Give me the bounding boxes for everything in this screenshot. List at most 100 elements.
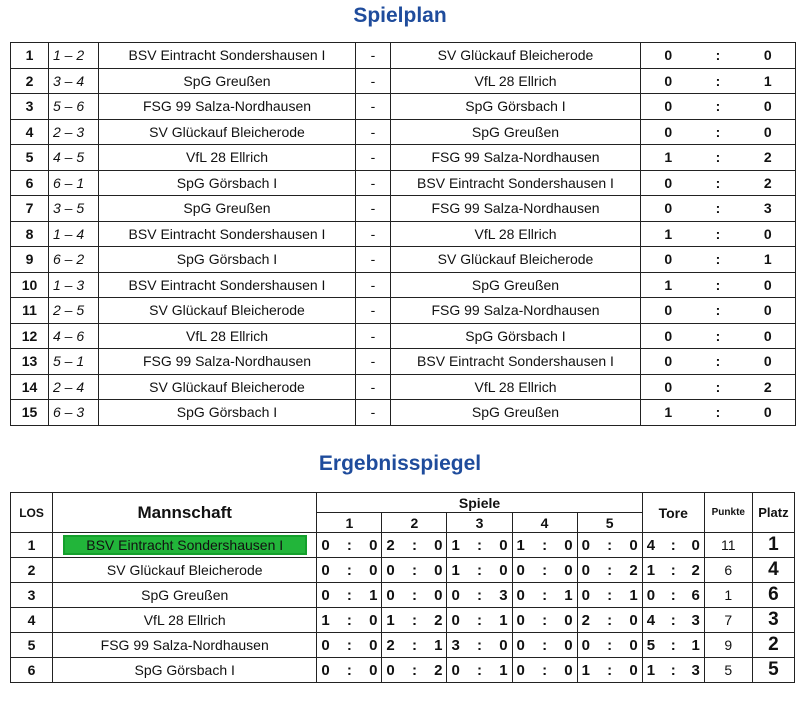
goals-against: 1 [499, 661, 508, 679]
score-colon: : [346, 611, 352, 629]
score-colon: : [542, 536, 548, 554]
score: 0:0 [318, 562, 381, 579]
result-row: 3 SpG Greußen 0:1 0:0 0:3 0:1 0:1 0:6 1 6 [9, 582, 796, 608]
header-game-3: 3 [446, 512, 513, 533]
game-5-score: 0:2 [576, 557, 643, 583]
score: 0:1 [578, 586, 641, 604]
match-number: 1 [10, 42, 49, 69]
punkte: 6 [703, 557, 753, 583]
goals-for: 1 [451, 536, 460, 554]
score: 0:0 [318, 662, 381, 679]
punkte: 5 [703, 657, 753, 683]
goals-against: 0 [629, 661, 638, 679]
score-colon: : [695, 144, 741, 171]
team-name: SpG Görsbach I [52, 657, 318, 683]
score: 0:1 [448, 661, 511, 679]
goals-for: 4 [646, 536, 656, 554]
vs-dash: - [355, 144, 391, 171]
vs-dash: - [355, 399, 391, 426]
score-colon: : [695, 220, 741, 247]
game-4-score: 0:0 [511, 632, 578, 658]
goals-against: 1 [499, 611, 508, 629]
team-name: VfL 28 Ellrich [52, 607, 318, 633]
home-team: BSV Eintracht Sondershausen I [98, 220, 356, 247]
score-colon: : [411, 586, 417, 604]
away-team: BSV Eintracht Sondershausen I [390, 169, 641, 196]
team-name: BSV Eintracht Sondershausen I [52, 532, 318, 558]
score: 0:2 [383, 661, 446, 679]
score: 1:0 [448, 536, 511, 554]
header-game-5: 5 [576, 512, 643, 533]
score-colon: : [346, 586, 352, 604]
score-colon: : [670, 661, 676, 679]
game-2-score: 2:0 [381, 532, 448, 558]
goals-for: 0 [386, 661, 395, 679]
home-goals: 1 [640, 399, 696, 426]
score: 0:0 [578, 636, 641, 654]
match-pairing: 1 – 4 [48, 220, 99, 247]
score: 0:6 [643, 587, 703, 604]
match-number: 9 [10, 246, 49, 273]
score-colon: : [695, 195, 741, 222]
goals-for: 0 [581, 536, 590, 554]
score: 0:1 [318, 586, 381, 604]
score: 0:0 [578, 536, 641, 554]
match-number: 14 [10, 373, 49, 400]
home-team: SV Glückauf Bleicherode [98, 297, 356, 324]
match-pairing: 6 – 1 [48, 169, 99, 196]
platz: 2 [751, 632, 796, 658]
goals-against: 0 [434, 536, 443, 554]
score: 0:0 [318, 536, 381, 554]
vs-dash: - [355, 195, 391, 222]
score-colon: : [477, 586, 483, 604]
away-goals: 0 [740, 93, 796, 120]
score: 1:0 [448, 562, 511, 579]
score-colon: : [695, 348, 741, 375]
game-1-score: 1:0 [316, 607, 383, 633]
score-colon: : [607, 586, 613, 604]
score-colon: : [695, 399, 741, 426]
goals-against: 0 [499, 636, 508, 654]
score-colon: : [542, 661, 548, 679]
score-colon: : [542, 561, 548, 579]
goals-against: 0 [564, 611, 573, 629]
match-number: 6 [10, 169, 49, 196]
match-number: 3 [10, 93, 49, 120]
goals-against: 0 [369, 636, 378, 654]
game-1-score: 0:0 [316, 532, 383, 558]
match-pairing: 3 – 4 [48, 67, 99, 94]
match-number: 15 [10, 399, 49, 426]
score-colon: : [695, 118, 741, 145]
goals-against: 0 [564, 536, 573, 554]
home-goals: 0 [640, 118, 696, 145]
vs-dash: - [355, 297, 391, 324]
game-3-score: 1:0 [446, 532, 513, 558]
ergebnisspiegel-table: LOS Mannschaft Spiele Tore Punkte Platz … [9, 492, 796, 683]
goals-against: 0 [629, 636, 638, 654]
match-pairing: 1 – 2 [48, 42, 99, 69]
away-goals: 0 [740, 399, 796, 426]
match-pairing: 6 – 3 [48, 399, 99, 426]
game-1-score: 0:0 [316, 557, 383, 583]
vs-dash: - [355, 169, 391, 196]
result-row: 5 FSG 99 Salza-Nordhausen 0:0 2:1 3:0 0:0 0:0 5… [9, 632, 796, 658]
goals-against: 0 [499, 536, 508, 554]
score: 1:0 [513, 536, 576, 554]
goals-against: 0 [369, 536, 378, 554]
score-colon: : [695, 373, 741, 400]
game-2-score: 1:2 [381, 607, 448, 633]
game-4-score: 0:0 [511, 557, 578, 583]
away-goals: 0 [740, 271, 796, 298]
result-row: 4 VfL 28 Ellrich 1:0 1:2 0:1 0:0 2:0 4:3 7 3 [9, 607, 796, 633]
home-team: BSV Eintracht Sondershausen I [98, 271, 356, 298]
score: 0:3 [448, 586, 511, 604]
game-2-score: 0:2 [381, 657, 448, 683]
goals-against: 3 [499, 586, 508, 604]
match-pairing: 2 – 4 [48, 373, 99, 400]
away-goals: 0 [740, 220, 796, 247]
away-goals: 1 [740, 67, 796, 94]
goals-for: 2 [386, 536, 395, 554]
